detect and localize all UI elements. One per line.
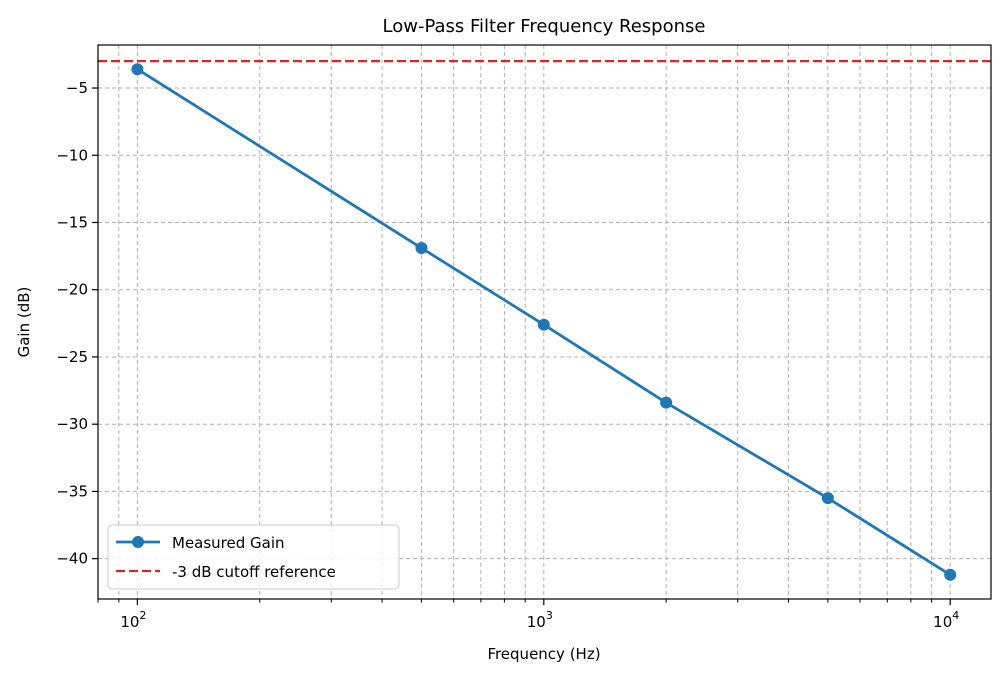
legend-box <box>107 524 400 590</box>
data-point <box>537 318 550 331</box>
plot-area: 102 103 104 −5 −10 −15 −20 −25 −30 −35 −40 Measured… <box>56 44 992 631</box>
y-axis-label: Gain (dB) <box>15 287 33 358</box>
x-axis-label: Frequency (Hz) <box>487 645 600 663</box>
y-tick-label: −40 <box>56 550 88 568</box>
x-tick-label: 103 <box>527 609 553 631</box>
series-line-measured-gain <box>136 68 951 576</box>
legend-label-measured-gain: Measured Gain <box>172 534 285 552</box>
legend-label-cutoff-reference: -3 dB cutoff reference <box>172 563 336 581</box>
data-point <box>944 568 957 581</box>
chart-title: Low-Pass Filter Frequency Response <box>383 16 706 37</box>
data-point <box>821 492 834 505</box>
legend-marker-measured-gain <box>132 536 144 548</box>
plot-frame <box>97 44 992 600</box>
y-tick-label: −30 <box>56 415 88 433</box>
x-tick-label: 102 <box>120 609 146 631</box>
y-tick-label: −5 <box>66 79 88 97</box>
y-tick-label: −25 <box>56 348 88 366</box>
x-tick-label: 104 <box>933 609 959 631</box>
data-point <box>131 63 144 76</box>
data-point <box>660 396 673 409</box>
y-tick-label: −35 <box>56 482 88 500</box>
data-point <box>415 242 428 255</box>
y-tick-label: −10 <box>56 146 88 164</box>
y-tick-label: −15 <box>56 213 88 231</box>
y-tick-label: −20 <box>56 281 88 299</box>
legend: Measured Gain -3 dB cutoff reference <box>107 524 400 590</box>
